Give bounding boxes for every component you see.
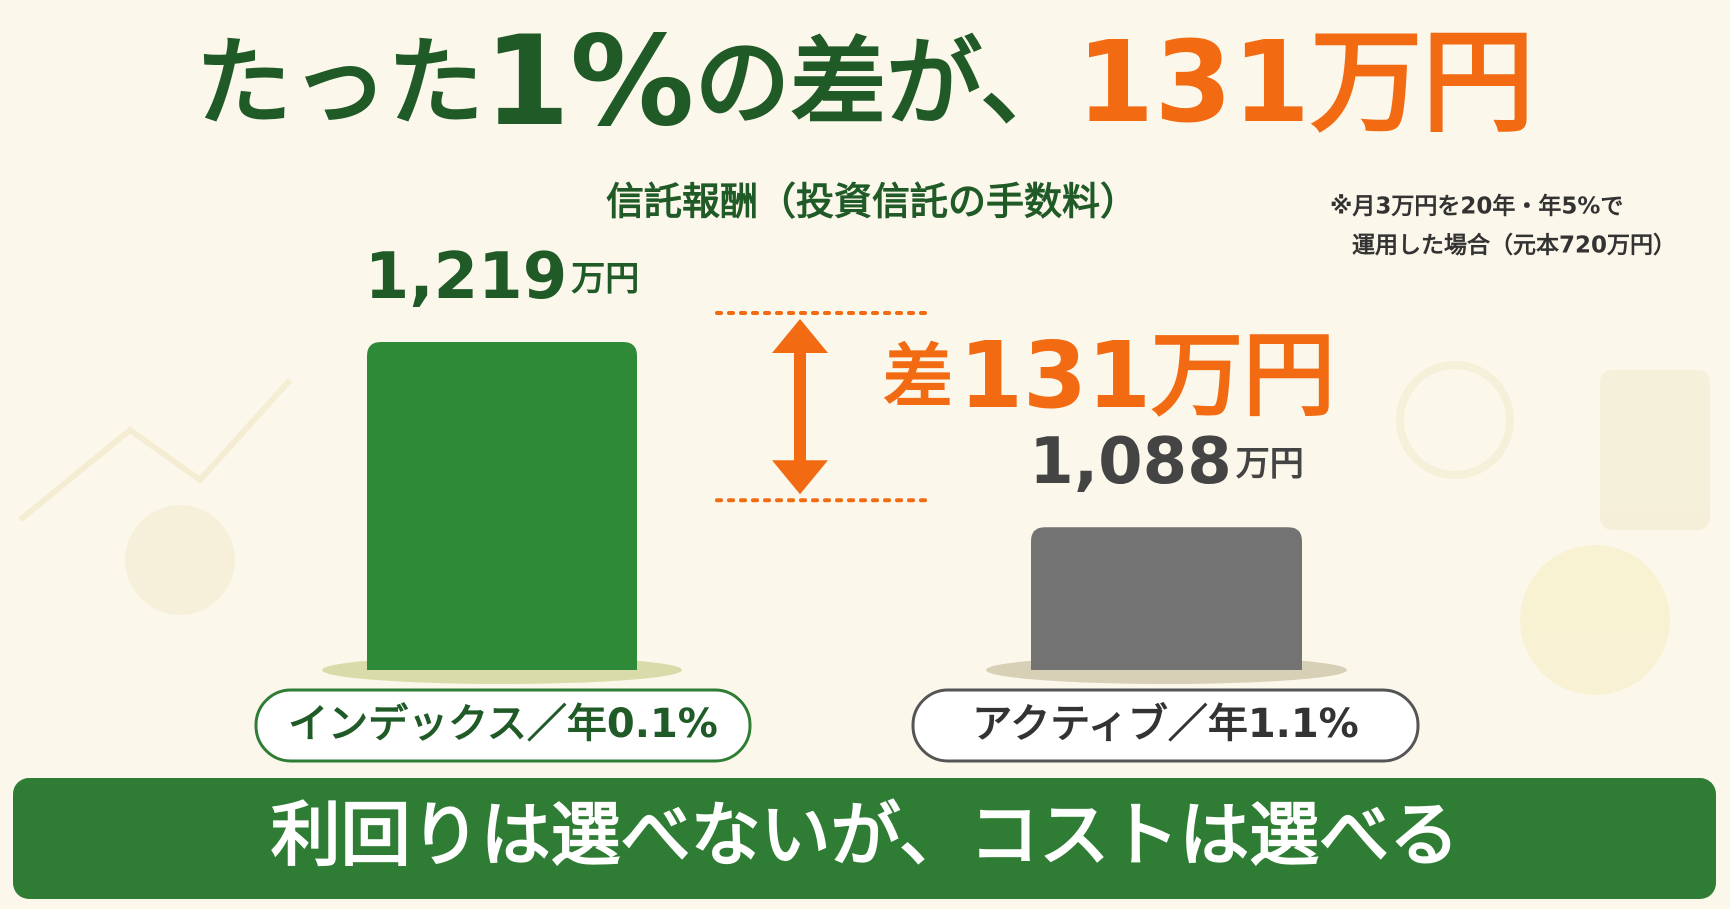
title-part: 131万円 — [1076, 18, 1534, 148]
decoration — [18, 361, 1710, 695]
difference-prefix: 差 — [883, 336, 953, 418]
diff-arrow-head — [772, 319, 828, 353]
value-number: 1,219 — [365, 240, 567, 314]
category-label: インデックス／年0.1% — [288, 701, 718, 747]
category-pill — [911, 688, 1420, 763]
value-number: 1,088 — [1029, 425, 1231, 499]
banner-text: 利回りは選べないが、コストは選べる — [271, 794, 1460, 876]
diff-arrow-head — [772, 460, 828, 495]
bar — [367, 342, 637, 670]
difference-label: 差131万円 — [883, 322, 1335, 429]
value-label: 1,219 万円 — [365, 240, 639, 314]
chart-title: たった1%の差が、131万円 — [196, 10, 1534, 154]
title-part: の差が、 — [694, 27, 1076, 139]
subtitle: 信託報酬（投資信託の手数料） — [606, 180, 1138, 224]
title-part: たった — [196, 27, 484, 139]
title-part: 1% — [484, 10, 695, 154]
value-unit: 万円 — [571, 259, 639, 299]
note: 運用した場合（元本720万円） — [1352, 232, 1676, 259]
note: ※月3万円を20年・年5%で — [1330, 193, 1623, 220]
value-unit: 万円 — [1236, 444, 1304, 484]
category-label: アクティブ／年1.1% — [972, 701, 1359, 747]
banner — [13, 778, 1716, 899]
value-label: 1,088 万円 — [1029, 425, 1303, 499]
difference-value: 131万円 — [959, 322, 1335, 429]
category-pill — [254, 688, 752, 763]
bar — [1031, 527, 1302, 670]
